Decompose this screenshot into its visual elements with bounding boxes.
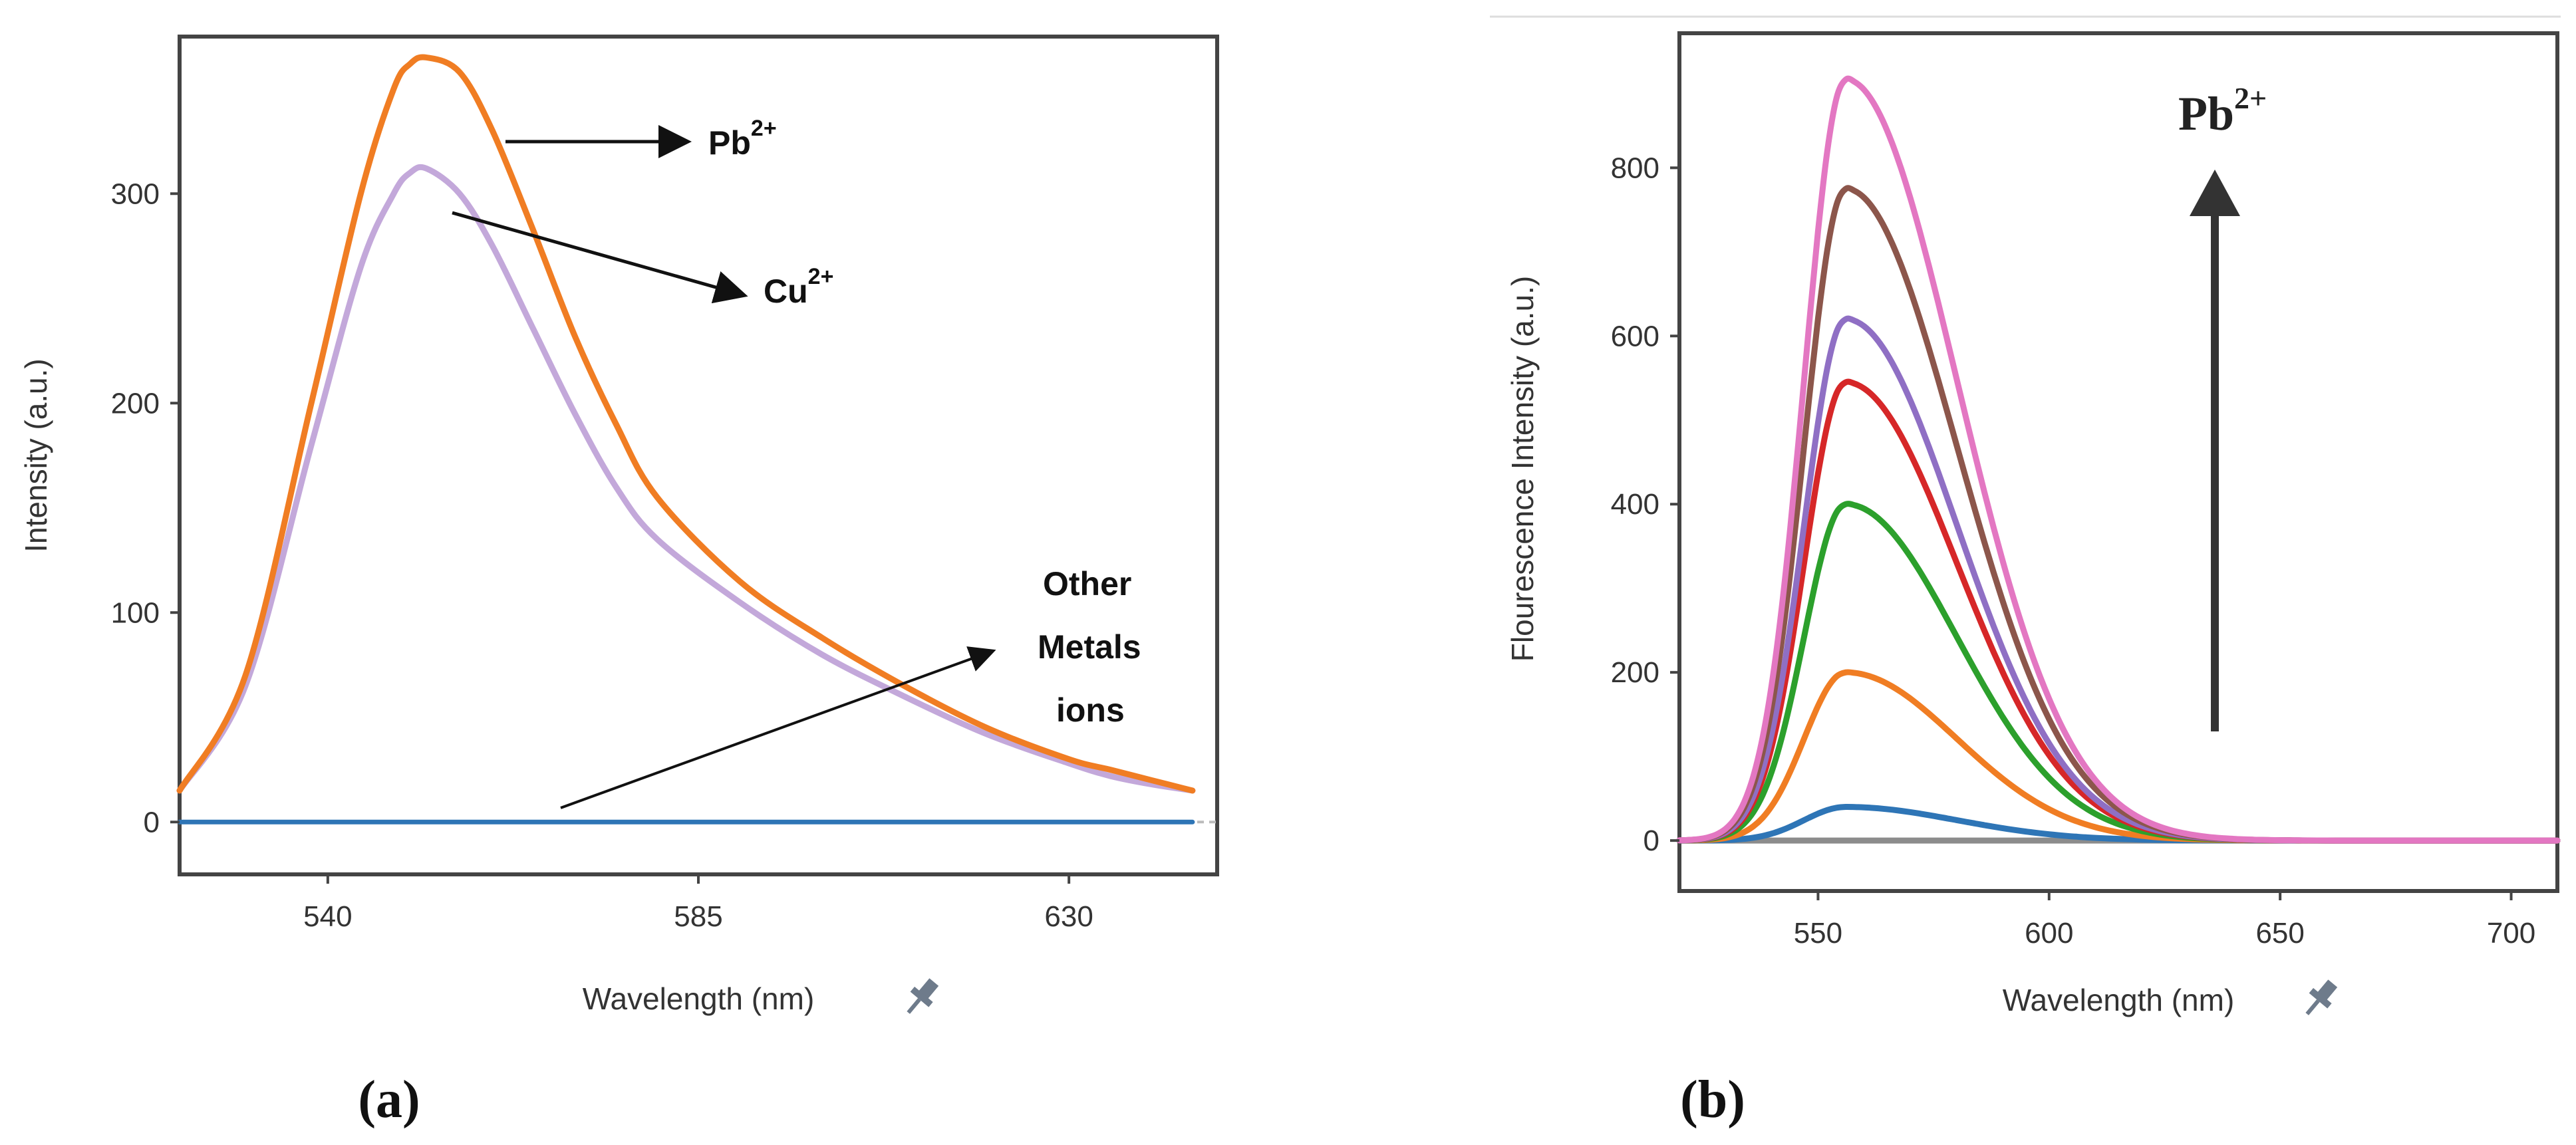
pb-label: Pb2+ xyxy=(708,116,777,162)
chart-a-frame xyxy=(178,35,1219,876)
chart-a-ylabel: Intensity (a.u.) xyxy=(19,358,53,552)
y-tick-label: 100 xyxy=(111,596,160,629)
chart-b-y-ticks: 0 200 400 600 800 xyxy=(1611,152,1679,857)
pb-increase-label: Pb2+ xyxy=(2178,81,2267,140)
other-metals-arrow xyxy=(560,646,996,809)
chart-a-xlabel: Wavelength (nm) xyxy=(583,981,815,1016)
x-tick-label: 550 xyxy=(1794,917,1842,950)
panel-a-label: (a) xyxy=(358,1071,420,1129)
chart-a-series xyxy=(176,54,1196,825)
pin-icon xyxy=(907,978,939,1014)
pin-icon xyxy=(2305,979,2338,1015)
chart-a: 540 585 630 0 100 200 300 Wavelength (nm) Int… xyxy=(19,35,1219,1129)
y-tick-label: 0 xyxy=(1644,825,1659,857)
other-metals-label-2: Metals xyxy=(1038,628,1141,666)
y-tick-label: 400 xyxy=(1611,488,1659,521)
y-tick-label: 0 xyxy=(144,806,160,838)
chart-a-y-ticks: 0 100 200 300 xyxy=(111,178,180,838)
pb-increase-arrow-head xyxy=(2190,170,2240,216)
pb-increase-arrow-shaft xyxy=(2211,213,2219,731)
chart-a-x-ticks: 540 585 630 xyxy=(303,874,1093,933)
x-tick-label: 700 xyxy=(2487,917,2535,950)
y-tick-label: 600 xyxy=(1611,320,1659,352)
cu-arrow xyxy=(452,211,748,304)
chart-b-series xyxy=(1676,75,2561,844)
x-tick-label: 540 xyxy=(303,900,352,933)
y-tick-label: 200 xyxy=(1611,656,1659,689)
other-metals-label-3: ions xyxy=(1056,692,1125,729)
series-line-cu2- xyxy=(176,164,1196,794)
series-line-c7 xyxy=(1676,75,2561,844)
series-line-pb2- xyxy=(176,54,1196,794)
y-tick-label: 200 xyxy=(111,387,160,420)
chart-b-xlabel: Wavelength (nm) xyxy=(2003,983,2235,1017)
other-metals-label-1: Other xyxy=(1043,565,1131,602)
chart-b-ylabel: Flourescence Intensity (a.u.) xyxy=(1505,276,1540,662)
chart-b: 550 600 650 700 0 200 400 600 800 Wavelength (n… xyxy=(1490,15,2561,1129)
chart-b-x-ticks: 550 600 650 700 xyxy=(1794,891,2535,950)
panel-b-label: (b) xyxy=(1680,1071,1745,1129)
x-tick-label: 585 xyxy=(674,900,722,933)
x-tick-label: 630 xyxy=(1044,900,1093,933)
y-tick-label: 300 xyxy=(111,178,160,210)
x-tick-label: 600 xyxy=(2025,917,2073,950)
y-tick-label: 800 xyxy=(1611,152,1659,184)
cu-label: Cu2+ xyxy=(764,264,833,310)
x-tick-label: 650 xyxy=(2255,917,2304,950)
